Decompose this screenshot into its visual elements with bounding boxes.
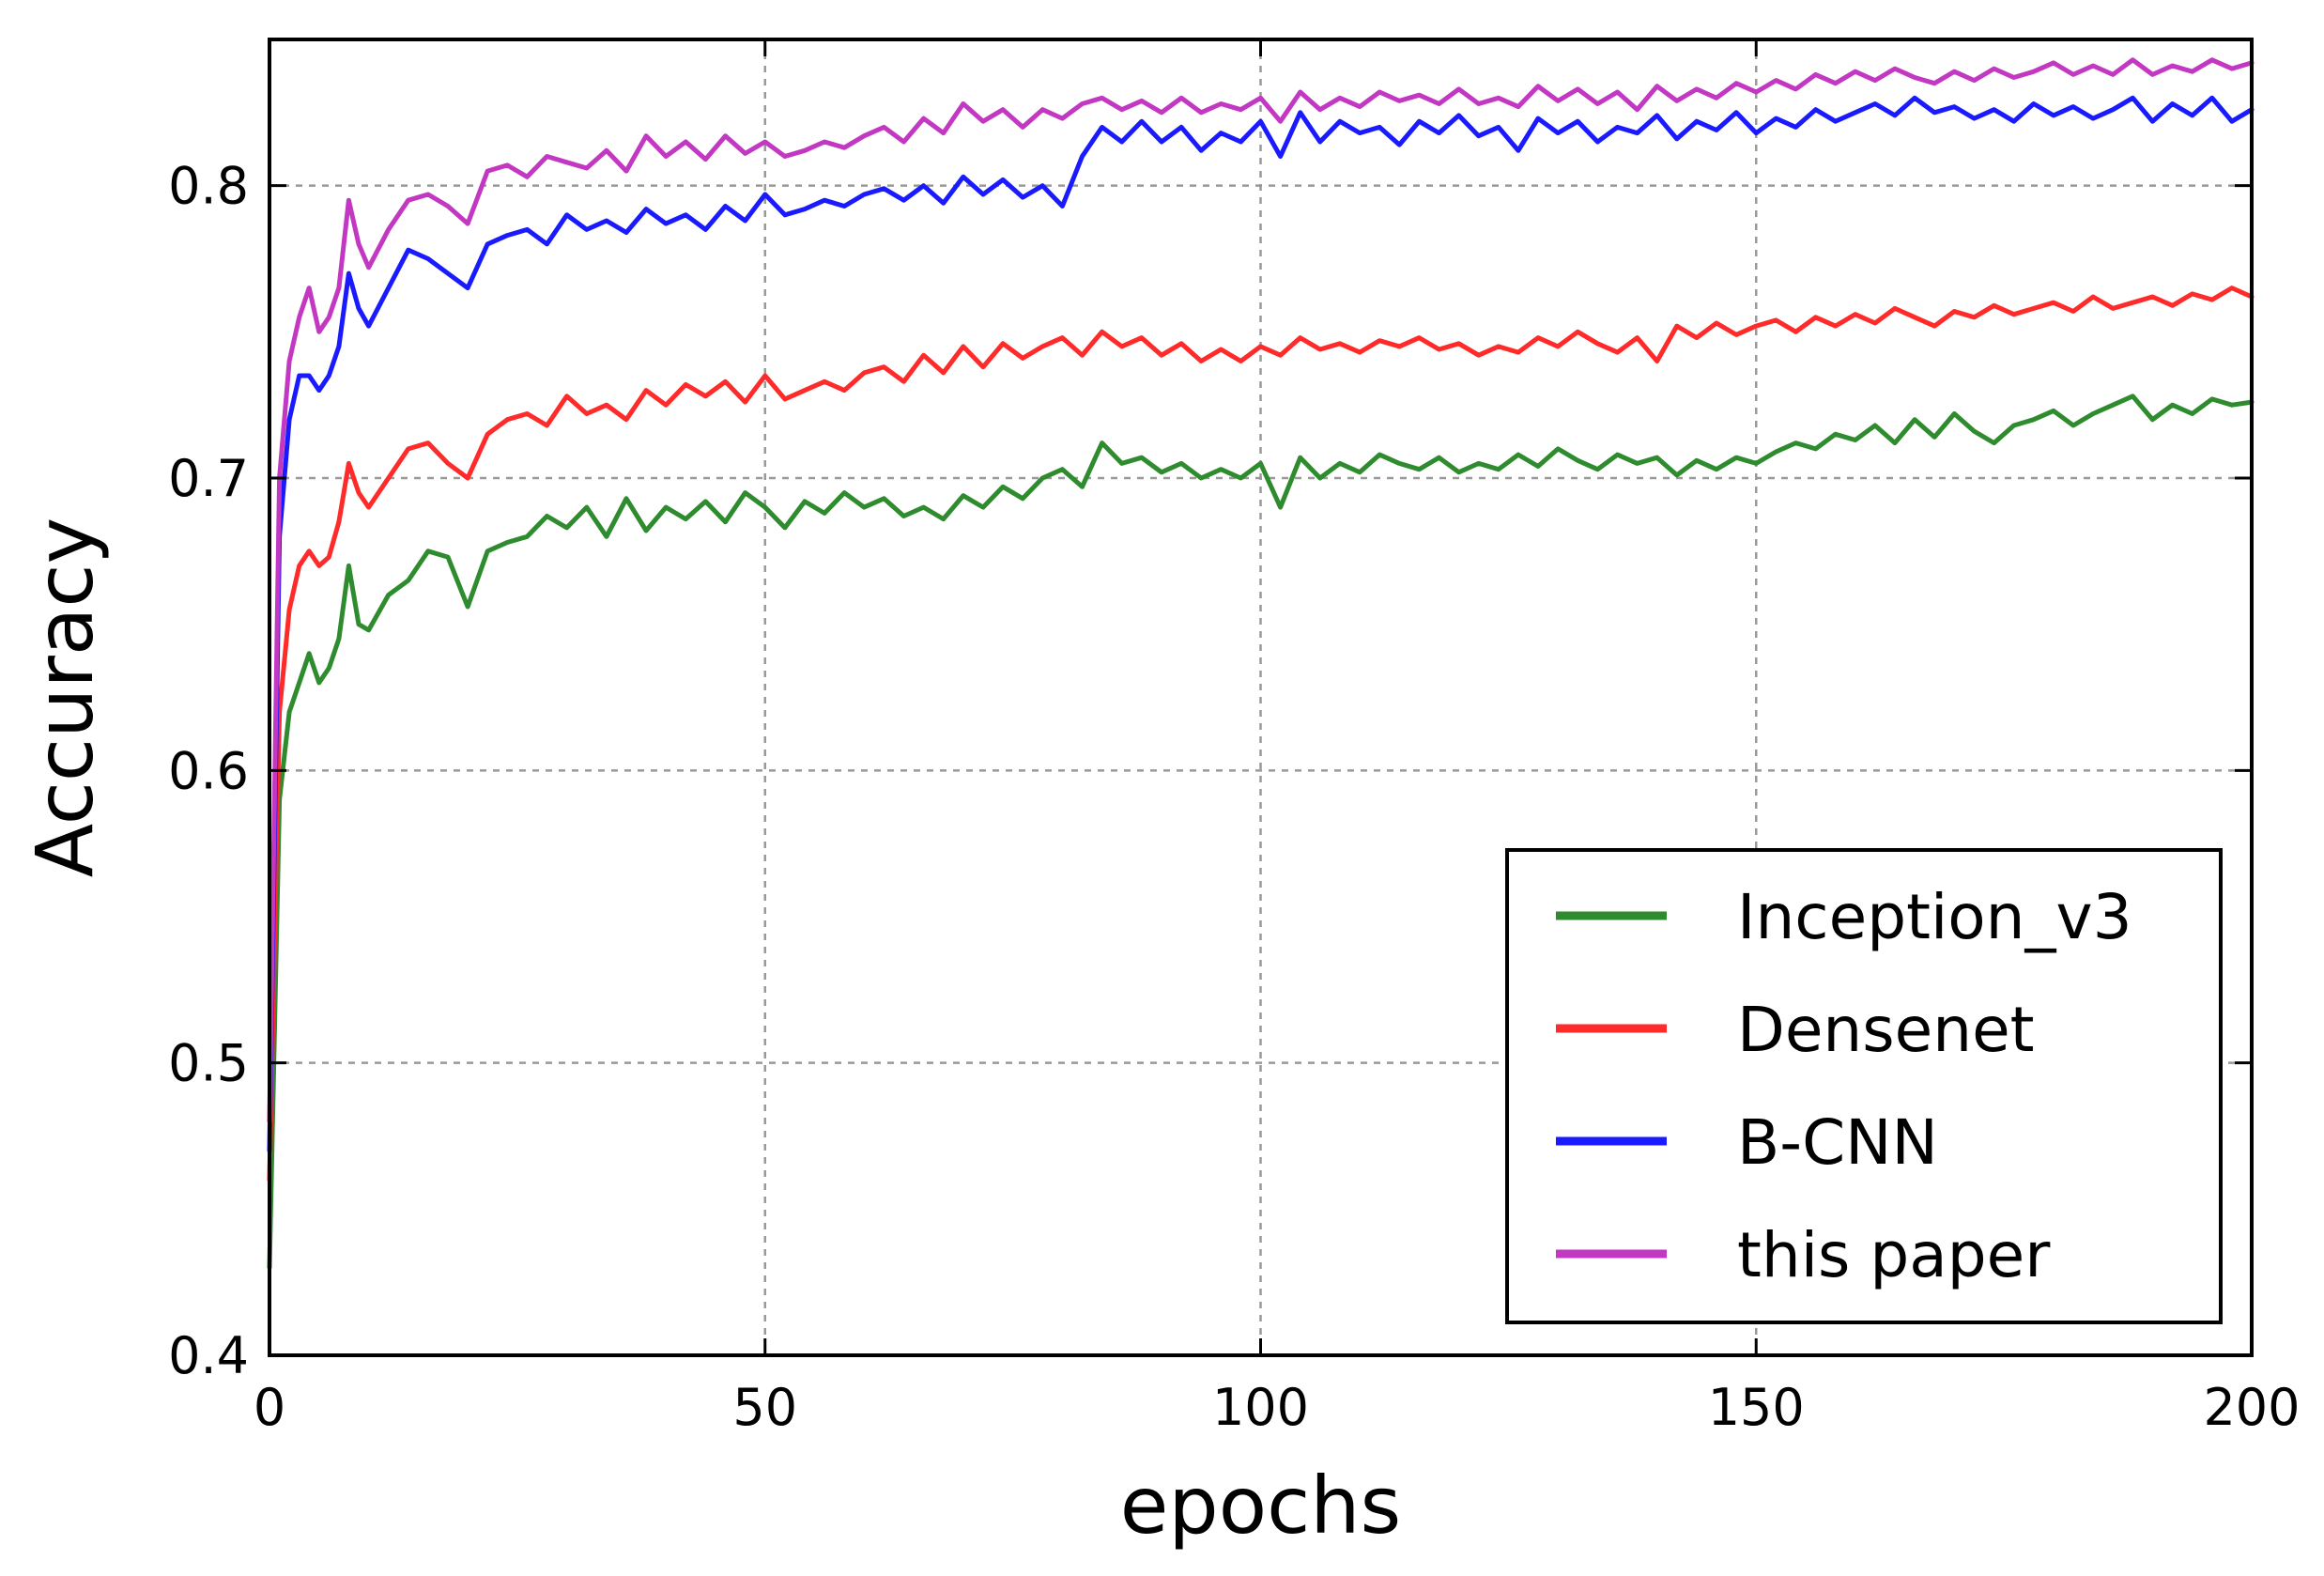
grid-lines [269, 39, 2252, 1355]
y-tick-label: 0.7 [168, 449, 249, 508]
x-tick-label: 100 [1212, 1378, 1309, 1437]
y-tick-label: 0.5 [168, 1034, 249, 1093]
data-series [267, 57, 2255, 1271]
legend-label-densenet: Densenet [1737, 994, 2035, 1066]
series-line-densenet [267, 286, 2255, 1182]
y-tick-label: 0.4 [168, 1326, 249, 1385]
series-line-inception-v3 [267, 394, 2255, 1271]
legend-items: Inception_v3 Densenet B-CNN this paper [1556, 881, 2132, 1291]
x-tick-label: 150 [1708, 1378, 1805, 1437]
x-tick-label: 200 [2203, 1378, 2300, 1437]
y-axis-title: Accuracy [19, 518, 111, 878]
legend-box [1505, 848, 2223, 1324]
y-tick-label: 0.8 [168, 157, 249, 216]
axis-ticks [268, 39, 2254, 1357]
series-line-b-cnn [267, 95, 2255, 1153]
legend-label-b-cnn: B-CNN [1737, 1106, 1938, 1179]
series-line-this-paper [267, 57, 2255, 1124]
x-tick-label: 0 [254, 1378, 285, 1437]
legend-label-inception-v3: Inception_v3 [1737, 881, 2132, 953]
y-tick-labels: 0.4 0.5 0.6 0.7 0.8 [168, 157, 249, 1385]
y-tick-label: 0.6 [168, 741, 249, 800]
legend: Inception_v3 Densenet B-CNN this paper [1505, 848, 2223, 1324]
x-tick-labels: 0 50 100 150 200 [254, 1378, 2301, 1437]
x-tick-label: 50 [732, 1378, 797, 1437]
legend-label-this-paper: this paper [1737, 1219, 2051, 1291]
x-axis-title: epochs [1120, 1460, 1402, 1552]
